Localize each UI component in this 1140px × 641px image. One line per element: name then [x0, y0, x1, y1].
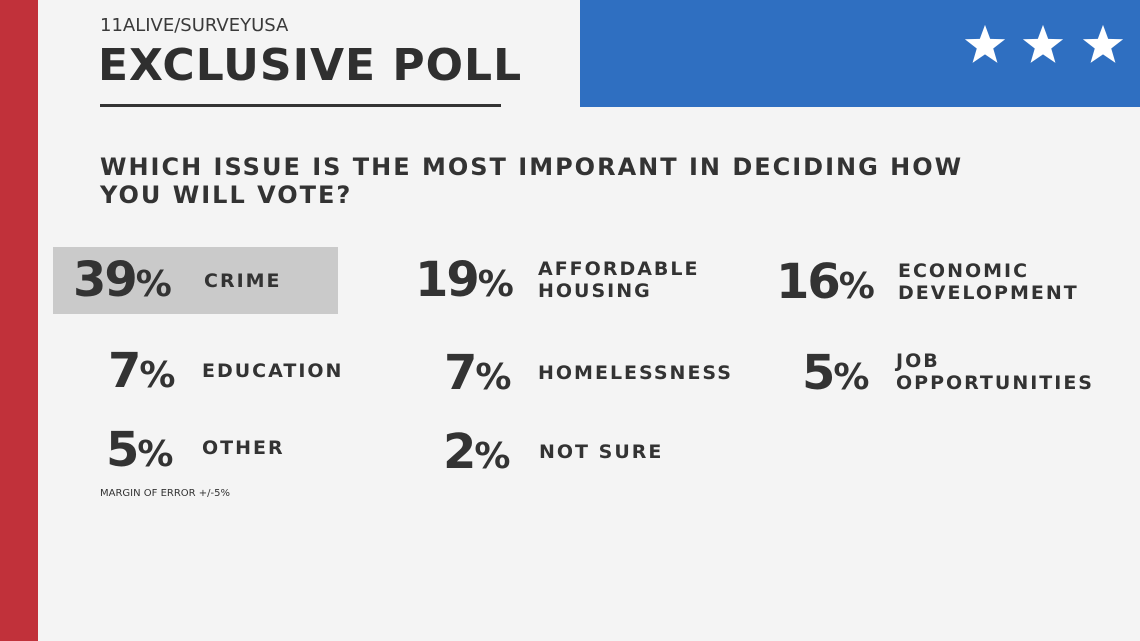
result-affordable-housing-percent: 19%	[415, 252, 514, 308]
result-homelessness-percent: 7%	[444, 345, 512, 401]
result-not-sure-percent: 2%	[443, 424, 511, 480]
result-crime-percent: 39%	[73, 252, 172, 308]
result-job-opportunities-percent: 5%	[802, 345, 870, 401]
poll-question: WHICH ISSUE IS THE MOST IMPORANT IN DECI…	[100, 153, 964, 209]
star-icon	[962, 22, 1008, 68]
result-education-percent: 7%	[108, 343, 176, 399]
result-economic-development-label: ECONOMIC DEVELOPMENT	[898, 260, 1079, 304]
title-underline	[100, 104, 501, 107]
margin-of-error-note: MARGIN OF ERROR +/-5%	[100, 488, 231, 499]
result-economic-development-percent: 16%	[776, 254, 875, 310]
result-education-label: EDUCATION	[202, 360, 344, 382]
red-accent-bar	[0, 0, 38, 641]
blue-flag-panel	[580, 0, 1140, 107]
star-icon	[1080, 22, 1126, 68]
result-homelessness-label: HOMELESSNESS	[538, 362, 733, 384]
result-other-label: OTHER	[202, 437, 285, 459]
result-not-sure-label: NOT SURE	[539, 441, 664, 463]
star-icon	[1020, 22, 1066, 68]
top-result-highlight	[53, 247, 338, 314]
source-kicker: 11ALIVE/SURVEYUSA	[100, 15, 289, 36]
result-crime-label: CRIME	[204, 270, 282, 292]
result-job-opportunities-label: JOB OPPORTUNITIES	[896, 350, 1094, 394]
page-title: EXCLUSIVE POLL	[98, 40, 523, 91]
result-affordable-housing-label: AFFORDABLE HOUSING	[538, 258, 700, 302]
result-other-percent: 5%	[106, 422, 174, 478]
